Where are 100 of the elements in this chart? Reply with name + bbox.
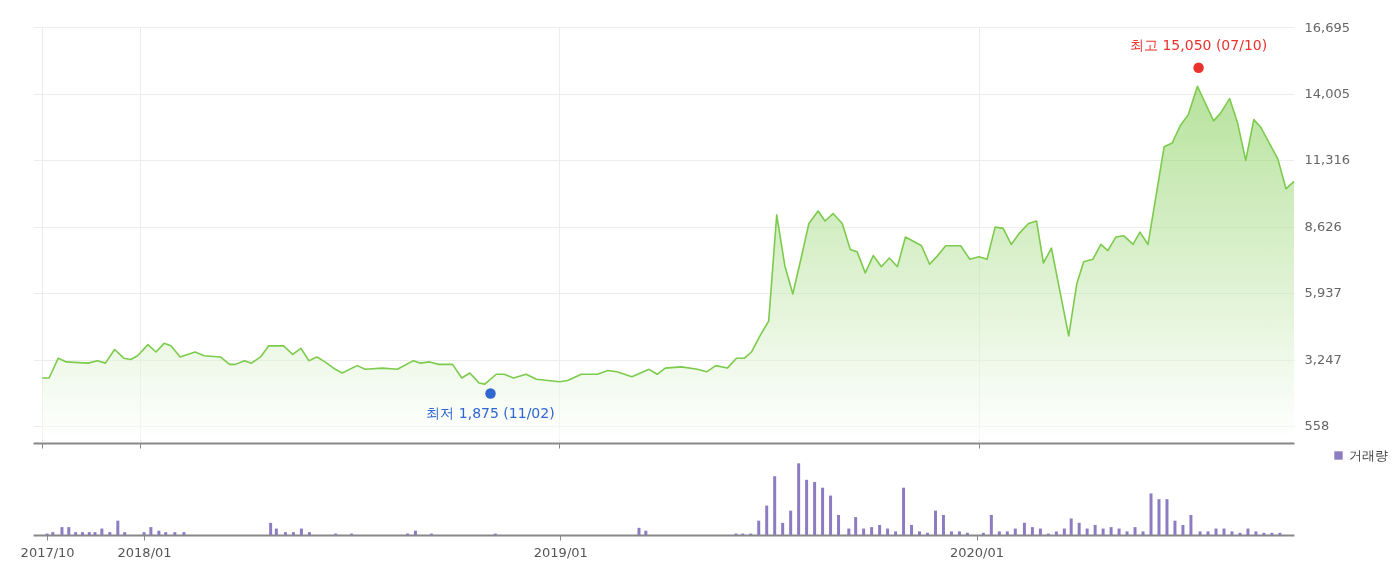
bar — [1069, 518, 1073, 535]
bar — [283, 532, 287, 535]
bar — [1246, 528, 1250, 535]
bar — [644, 530, 648, 535]
y-tick-label: 3,247 — [1304, 352, 1342, 367]
bar — [989, 514, 993, 535]
bar — [910, 524, 914, 535]
bar — [918, 531, 922, 535]
bar — [1101, 528, 1105, 535]
bar — [1230, 531, 1234, 535]
bar — [781, 522, 785, 535]
bar — [100, 528, 104, 535]
y-tick-label: 8,626 — [1304, 219, 1342, 235]
y-tick-label: 558 — [1304, 418, 1330, 434]
bar — [182, 532, 186, 535]
x-tick-label: 2017/10 — [20, 544, 75, 560]
bar — [123, 532, 127, 535]
bar — [997, 531, 1001, 535]
bar — [269, 522, 273, 535]
bar — [870, 527, 874, 535]
bar — [757, 520, 761, 535]
bar — [291, 532, 295, 535]
bar — [965, 532, 969, 535]
bar — [829, 495, 833, 535]
bar — [821, 487, 825, 535]
bar — [413, 530, 417, 535]
bar — [116, 520, 120, 535]
bar — [299, 528, 303, 535]
bar — [307, 532, 311, 535]
x-tick-label: 2019/01 — [533, 544, 588, 560]
annotation: 최저 1,875 (11/02) — [426, 405, 555, 422]
bar — [1133, 527, 1137, 535]
bar — [1157, 499, 1161, 535]
bar — [51, 532, 55, 535]
bar — [1173, 520, 1177, 535]
bar — [1062, 528, 1066, 535]
bar — [941, 514, 945, 535]
bar — [142, 532, 146, 535]
bar — [773, 476, 777, 535]
bar — [797, 463, 801, 535]
bar — [957, 531, 961, 535]
annotation: 최고 15,050 (07/10) — [1130, 36, 1268, 53]
bar — [813, 481, 817, 535]
bar — [837, 514, 841, 535]
bar — [1206, 531, 1210, 535]
bar — [1093, 524, 1097, 535]
y-tick-label: 14,005 — [1304, 86, 1350, 102]
bar — [1254, 531, 1258, 535]
bar — [933, 510, 937, 535]
bar — [981, 532, 985, 535]
bar — [1030, 527, 1034, 535]
bar — [894, 531, 898, 535]
bar — [149, 527, 153, 535]
bar — [886, 528, 890, 535]
bar — [854, 517, 858, 535]
bar — [1022, 522, 1026, 535]
bar — [1054, 531, 1058, 535]
bar — [274, 528, 278, 535]
y-tick-label: 16,695 — [1304, 19, 1350, 35]
bar — [1013, 528, 1017, 535]
bar — [1222, 528, 1226, 535]
bar — [93, 532, 97, 535]
x-tick-label: 2018/01 — [117, 544, 172, 560]
y-tick-label: 11,316 — [1304, 152, 1350, 168]
bar — [1038, 528, 1042, 535]
bar — [1189, 514, 1193, 535]
x-tick-label: 2020/01 — [950, 544, 1005, 560]
bar — [1181, 524, 1185, 535]
bar — [1165, 499, 1169, 535]
bar — [1085, 528, 1089, 535]
bar — [949, 531, 953, 535]
bar — [74, 532, 78, 535]
legend-label: 거래량 — [1349, 447, 1388, 463]
bar — [847, 528, 851, 535]
y-tick-label: 5,937 — [1304, 285, 1342, 301]
bar — [1270, 532, 1274, 535]
bar — [1214, 528, 1218, 535]
bar — [1117, 528, 1121, 535]
bar — [80, 532, 84, 535]
bar — [902, 487, 906, 535]
bar — [1262, 532, 1266, 535]
bar — [789, 510, 793, 535]
bar — [157, 530, 161, 535]
bar — [1109, 527, 1113, 535]
bar — [1278, 532, 1282, 535]
bar — [1149, 493, 1153, 535]
bar — [878, 524, 882, 535]
bar — [108, 532, 112, 535]
bar — [1238, 532, 1242, 535]
bar — [164, 532, 168, 535]
bar — [60, 527, 64, 535]
bar — [1141, 531, 1145, 535]
bar — [1077, 522, 1081, 535]
bar — [1198, 531, 1202, 535]
bar — [67, 527, 71, 535]
bar — [1125, 531, 1129, 535]
bar — [805, 479, 809, 535]
bar — [87, 532, 91, 535]
bar — [173, 532, 177, 535]
bar — [926, 532, 929, 535]
